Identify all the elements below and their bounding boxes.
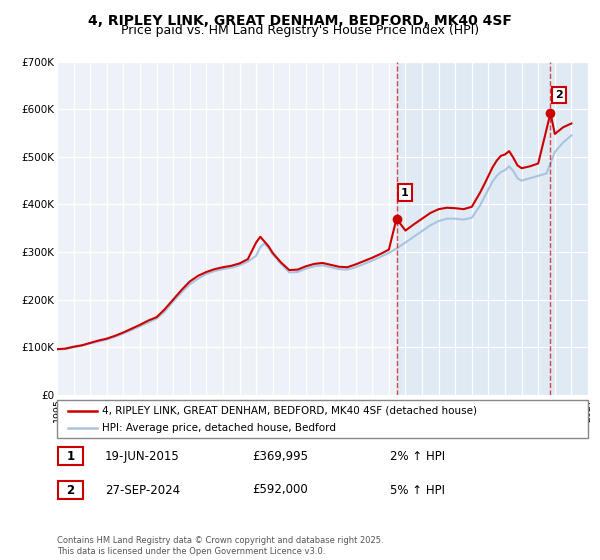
- Text: Contains HM Land Registry data © Crown copyright and database right 2025.
This d: Contains HM Land Registry data © Crown c…: [57, 536, 383, 556]
- Text: 2% ↑ HPI: 2% ↑ HPI: [390, 450, 445, 463]
- Bar: [397, 62, 588, 395]
- Text: £592,000: £592,000: [252, 483, 308, 497]
- Text: 5% ↑ HPI: 5% ↑ HPI: [390, 483, 445, 497]
- Text: 1: 1: [67, 450, 74, 463]
- Text: Price paid vs. HM Land Registry's House Price Index (HPI): Price paid vs. HM Land Registry's House …: [121, 24, 479, 37]
- Text: HPI: Average price, detached house, Bedford: HPI: Average price, detached house, Bedf…: [102, 423, 336, 433]
- Text: 4, RIPLEY LINK, GREAT DENHAM, BEDFORD, MK40 4SF (detached house): 4, RIPLEY LINK, GREAT DENHAM, BEDFORD, M…: [102, 405, 477, 416]
- Text: 19-JUN-2015: 19-JUN-2015: [105, 450, 180, 463]
- Text: 1: 1: [401, 188, 409, 198]
- Text: 4, RIPLEY LINK, GREAT DENHAM, BEDFORD, MK40 4SF: 4, RIPLEY LINK, GREAT DENHAM, BEDFORD, M…: [88, 14, 512, 28]
- Text: 2: 2: [555, 90, 563, 100]
- Text: 27-SEP-2024: 27-SEP-2024: [105, 483, 180, 497]
- Text: £369,995: £369,995: [252, 450, 308, 463]
- Text: 2: 2: [67, 483, 74, 497]
